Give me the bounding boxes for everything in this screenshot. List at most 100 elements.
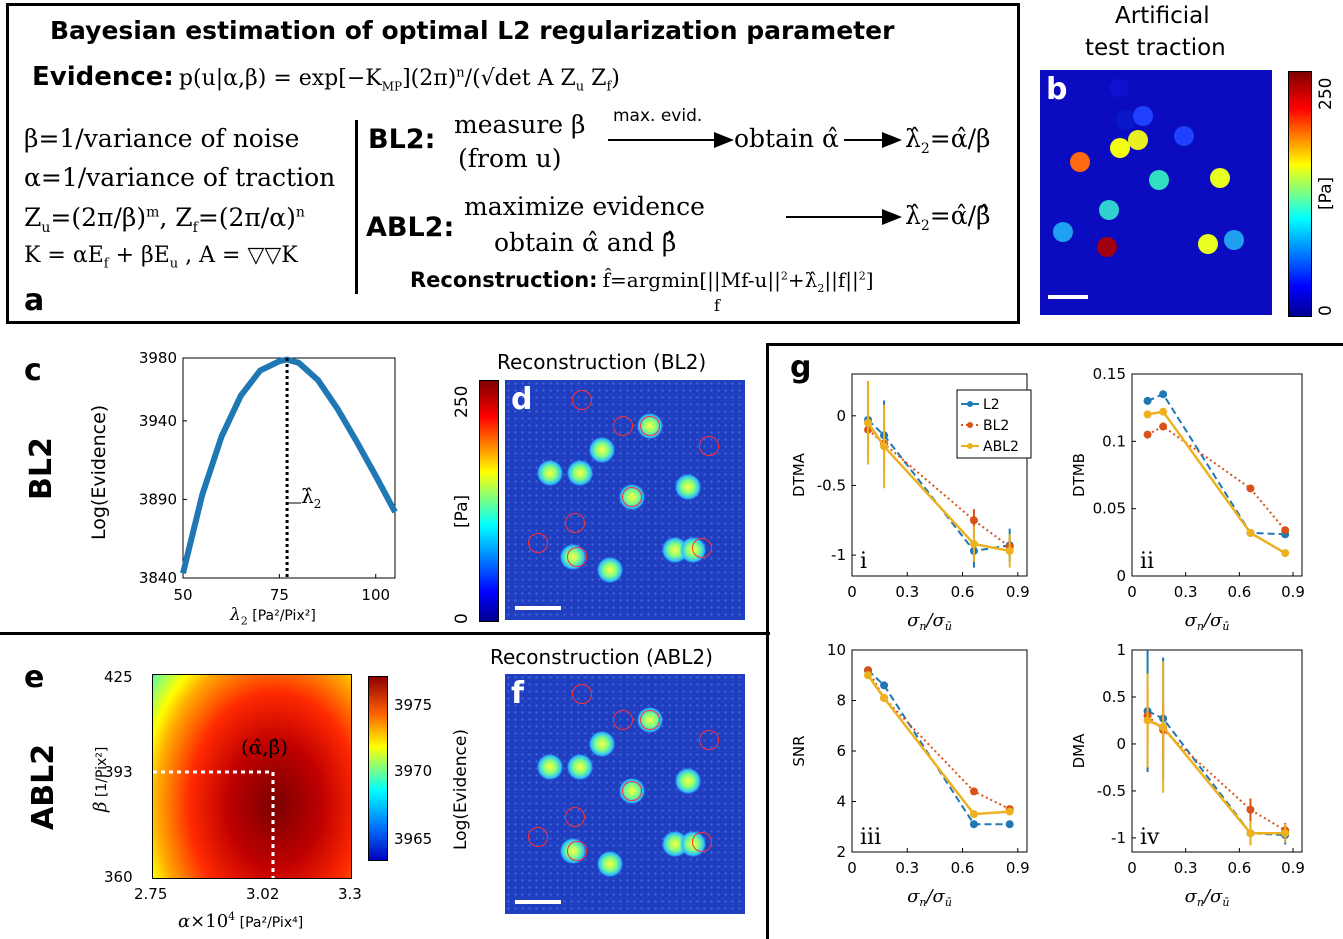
g-ytick: 0.5	[1102, 688, 1126, 706]
recon-spot	[589, 437, 615, 463]
panel-d-title: Reconstruction (BL2)	[497, 350, 707, 374]
optimum-guides	[153, 770, 275, 878]
legend-label: L2	[983, 397, 1000, 413]
abl2-step1b: obtain α̂ and β̂	[494, 228, 677, 257]
roman-label: iii	[860, 825, 881, 850]
panel-letter-c: c	[24, 353, 42, 388]
panel-b-colorbar	[1288, 71, 1312, 317]
data-point	[1246, 805, 1255, 814]
z-def: Zu=(2π/β)m, Zf=(2π/α)n	[24, 203, 305, 236]
c-annot: λ̂2	[301, 484, 321, 511]
g-xtick: 0.6	[951, 859, 975, 877]
data-point	[1159, 407, 1168, 416]
abl2-label: ABL2:	[366, 212, 455, 243]
abl2-step1: maximize evidence	[464, 192, 705, 221]
panel-b-cbar-min: 0	[1316, 305, 1336, 316]
g-ytick: 10	[827, 641, 846, 659]
traction-spot	[1053, 222, 1073, 242]
c-ylabel: Log(Evidence)	[88, 404, 110, 540]
g-ytick: 0.05	[1093, 500, 1126, 518]
divider-g-top	[766, 343, 1343, 346]
c-xtick: 100	[361, 586, 390, 604]
traction-spot	[1133, 106, 1153, 126]
data-point	[1246, 528, 1255, 537]
panel-b-title-1: Artificial	[1115, 3, 1210, 29]
c-ytick: 3840	[139, 569, 177, 587]
abl2-result: λ̂2=α̂/β̂	[905, 201, 991, 234]
xlabel-sub2: ū	[1222, 620, 1229, 633]
evidence-curve	[180, 356, 398, 575]
g-ytick: 6	[836, 742, 846, 760]
e-cbar-tick: 3975	[394, 696, 433, 714]
recon-spot	[675, 768, 701, 794]
subplot-frame	[851, 373, 1028, 577]
g-xtick: 0	[847, 859, 857, 877]
recon-spot	[567, 754, 593, 780]
xlabel-mid: /σ	[1202, 610, 1223, 631]
panel-f-title: Reconstruction (ABL2)	[490, 645, 713, 669]
data-point	[1005, 546, 1014, 555]
recon-spot	[597, 557, 623, 583]
evidence-label: Evidence:	[32, 62, 174, 92]
bl2-arrow-1	[608, 132, 734, 148]
traction-spot	[1099, 200, 1119, 220]
recon-label: Reconstruction:	[410, 268, 598, 292]
marker-circle	[613, 710, 633, 730]
traction-spot	[1116, 110, 1136, 130]
bl2-step2: obtain α̂	[734, 124, 839, 153]
bl2-arrow-label: max. evid.	[613, 106, 703, 126]
xlabel-sub: n	[919, 896, 926, 909]
roman-label: i	[860, 549, 867, 574]
panel-b-title-2: test traction	[1085, 35, 1226, 61]
recon-eq: f̂=argmin[||Mf-u||2+λ̂2||f||2]	[602, 268, 874, 295]
e-xtick: 2.75	[134, 885, 168, 903]
c-ytick: 3980	[139, 349, 177, 367]
data-point	[969, 516, 978, 525]
g-xtick: 0.3	[895, 583, 919, 601]
panel-e-colorbar	[368, 676, 388, 861]
g-ytick: -1	[1111, 829, 1126, 847]
panel-d-cbar-unit: [Pa]	[452, 494, 472, 528]
c-xtick: 75	[270, 586, 289, 604]
data-point	[1005, 820, 1014, 829]
g-ytick: 8	[836, 692, 846, 710]
data-point	[864, 671, 873, 680]
panel-e-heatmap: (α̂,β̂)	[152, 674, 352, 879]
data-point	[1159, 390, 1168, 399]
c-ytick: 3940	[139, 412, 177, 430]
g-xlabel: σn/σū	[1185, 886, 1230, 909]
recon-argmin-sub: f	[714, 296, 720, 315]
side-label-abl2: ABL2	[26, 743, 61, 830]
panel-letter-b: b	[1046, 72, 1068, 107]
g-ytick: -0.5	[1097, 782, 1126, 800]
g-ytick: 0	[1116, 567, 1126, 585]
panel-d-image	[505, 380, 745, 620]
marker-circle	[692, 832, 712, 852]
g-xtick: 0.6	[951, 583, 975, 601]
e-ytick: 393	[104, 763, 133, 781]
g-xtick: 0.3	[895, 859, 919, 877]
series-line-abl2	[866, 422, 1010, 553]
legend-marker	[967, 422, 973, 428]
traction-spot	[1149, 170, 1169, 190]
marker-circle	[572, 390, 592, 410]
e-ytick: 425	[104, 668, 133, 686]
marker-circle	[640, 416, 660, 436]
legend-marker	[967, 443, 973, 449]
panel-letter-a: a	[24, 283, 45, 318]
g-ytick: 0	[836, 407, 846, 425]
marker-circle	[699, 730, 719, 750]
e-cbar-tick: 3970	[394, 762, 433, 780]
e-annot: (α̂,β̂)	[241, 735, 289, 759]
data-point	[1143, 410, 1152, 419]
legend-label: BL2	[983, 418, 1009, 434]
bl2-step1b: (from u)	[458, 144, 562, 173]
g-ylabel: DMA	[1070, 733, 1088, 768]
g-xtick: 0	[1127, 583, 1137, 601]
recon-spot	[537, 754, 563, 780]
traction-spot	[1198, 234, 1218, 254]
g-ytick: 0.1	[1102, 432, 1126, 450]
g-ytick: 2	[836, 843, 846, 861]
e-xlabel: α×104 [Pa²/Pix⁴]	[178, 910, 304, 932]
side-label-bl2: BL2	[24, 437, 59, 500]
